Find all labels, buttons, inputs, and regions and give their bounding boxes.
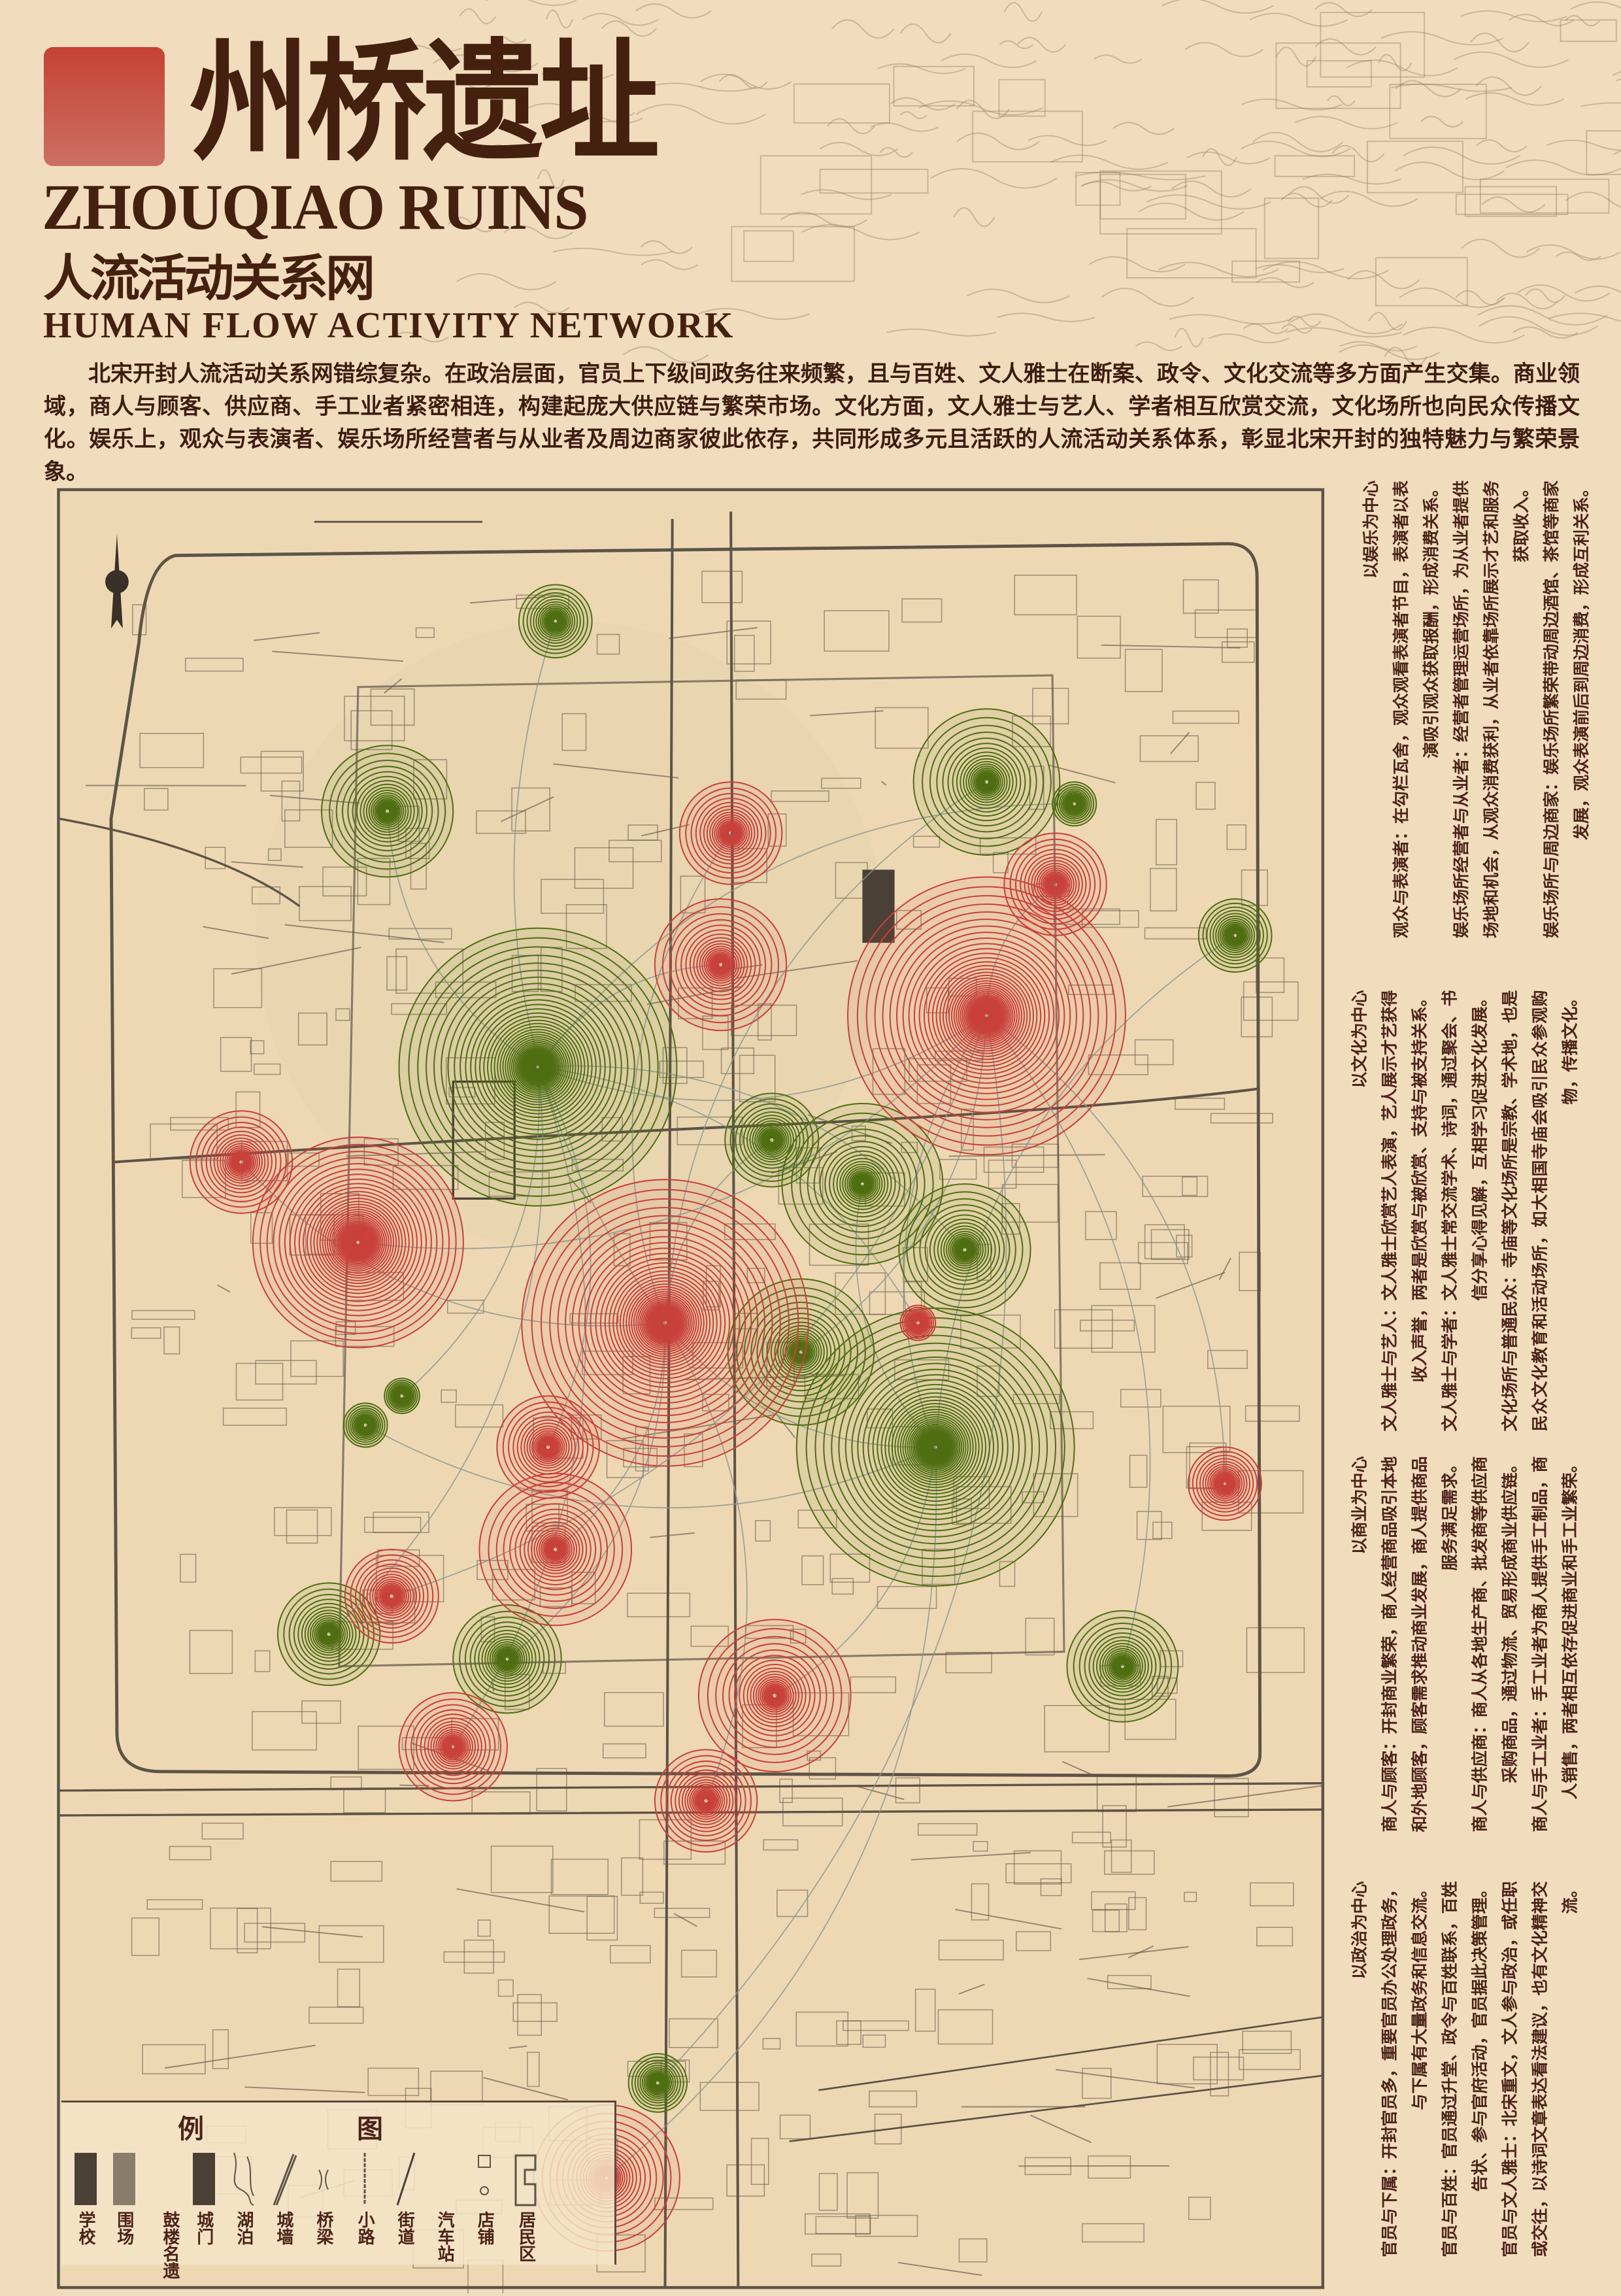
section-title: 以政治为中心 (1346, 1882, 1376, 2257)
section-paragraph: 商人与顾客：开封商业繁荣，商人经营商品吸引本地和外地顾客，顾客需求推动商业发展，… (1376, 1457, 1466, 1832)
section-paragraph: 观众与表演者：在勾栏瓦舍，观众观看表演者节目，表演者以表演吸引观众获取报酬，形成… (1387, 481, 1447, 938)
section-paragraph: 官员与下属：开封官员多，重要官员办公处理政务，与下属有大量政务和信息交流。 (1376, 1882, 1436, 2257)
legend-label: 鼓楼名遗 (160, 2211, 180, 2296)
section-paragraph: 文化场所与普通民众：寺庙等文化场所是宗教、学术地，也是民众文化教育和活动场所，如… (1496, 990, 1586, 1432)
legend-item: 小路 (348, 2150, 381, 2296)
city-wall-icon (267, 2150, 300, 2208)
legend-label: 湖泊 (234, 2211, 254, 2296)
legend-label: 店铺 (475, 2211, 494, 2296)
legend-item: 围场 (108, 2150, 141, 2296)
legend-item: 城门 (188, 2150, 220, 2296)
legend-item: 居民区 (509, 2150, 542, 2296)
section-paragraph: 娱乐场所经营者与从业者：经营者管理运营场所，为从业者提供场地和机会，从观众消费获… (1447, 481, 1537, 938)
legend-label: 学校 (76, 2211, 95, 2296)
section-politics: 以政治为中心 官员与下属：开封官员多，重要官员办公处理政务，与下属有大量政务和信… (1346, 1882, 1586, 2257)
legend-item: 湖泊 (227, 2150, 260, 2296)
legend-label: 城墙 (274, 2211, 293, 2296)
legend-label: 小路 (355, 2211, 375, 2296)
red-node-fill (655, 899, 786, 1030)
legend-item: 街道 (388, 2150, 421, 2296)
enclosure-block-icon (108, 2150, 141, 2208)
section-entertainment: 以娱乐为中心 观众与表演者：在勾栏瓦舍，观众观看表演者节目，表演者以表演吸引观众… (1357, 481, 1597, 938)
legend-label: 围场 (114, 2211, 134, 2296)
section-paragraph: 商人与手工业者：手工业者为商人提供手工制品，商人销售，两者相互依存促进商业和手工… (1526, 1457, 1586, 1832)
bridge-icon (307, 2150, 340, 2208)
section-paragraph: 官员与文人雅士：北宋重文，文人参与政治，或任职或交往，以诗词文章表达看法建议，也… (1496, 1882, 1586, 2257)
path-icon (348, 2150, 381, 2208)
legend-title-left: 例 (178, 2108, 204, 2146)
residential-icon (509, 2150, 542, 2208)
section-paragraph: 文人雅士与艺人：文人雅士欣赏艺人表演，艺人展示才艺获得收入声誉，两者是欣赏与被欣… (1376, 990, 1436, 1432)
legend-item: 店铺 (468, 2150, 501, 2296)
green-node-fill (914, 709, 1060, 855)
section-title: 以娱乐为中心 (1357, 481, 1387, 938)
green-node-fill (899, 1184, 1030, 1315)
green-node-fill (322, 745, 453, 877)
school-block-icon (69, 2150, 102, 2208)
section-culture: 以文化为中心 文人雅士与艺人：文人雅士欣赏艺人表演，艺人展示才艺获得收入声誉，两… (1346, 990, 1586, 1432)
legend-label: 居民区 (516, 2211, 535, 2296)
legend-item: 学校 (69, 2150, 102, 2296)
section-commerce: 以商业为中心 商人与顾客：开封商业繁荣，商人经营商品吸引本地和外地顾客，顾客需求… (1346, 1457, 1586, 1832)
section-title: 以商业为中心 (1346, 1457, 1376, 1832)
lake-icon (227, 2150, 260, 2208)
section-paragraph: 文人雅士与学者：文人雅士常交流学术、诗词，通过聚会、书信分享心得见解，互相学习促… (1436, 990, 1496, 1432)
legend-label: 街道 (395, 2211, 414, 2296)
legend-label: 桥梁 (314, 2211, 333, 2296)
section-paragraph: 娱乐场所与周边商家：娱乐场所繁荣带动周边酒馆、茶馆等商家发展，观众表演前后到周边… (1537, 481, 1597, 938)
shop-icon (468, 2150, 501, 2208)
legend-label: 城门 (194, 2211, 214, 2296)
section-paragraph: 商人与供应商：商人从各地生产商、批发商等供应商采购商品，通过物流、贸易形成商业供… (1466, 1457, 1526, 1832)
legend-item: 城墙 (267, 2150, 300, 2296)
red-node-fill (699, 1619, 851, 1772)
section-paragraph: 官员与百姓：官员通过升堂、政令与百姓联系，百姓告状、参与官府活动，官员据此决策管… (1436, 1882, 1496, 2257)
street-icon (388, 2150, 421, 2208)
legend-item: 鼓楼名遗 (154, 2150, 186, 2296)
legend-item: 桥梁 (307, 2150, 340, 2296)
section-title: 以文化为中心 (1346, 990, 1376, 1432)
drum-tower-icon (154, 2150, 186, 2208)
legend-label: 汽车站 (435, 2211, 454, 2296)
bus-station-icon (428, 2150, 461, 2208)
legend-title-right: 图 (357, 2108, 383, 2146)
map-legend: 例 图 学校围场鼓楼名遗城门湖泊城墙桥梁小路街道汽车站店铺居民区 (61, 2101, 616, 2265)
city-gate-icon (188, 2150, 220, 2208)
red-node-fill (479, 1474, 631, 1626)
legend-item: 汽车站 (428, 2150, 461, 2296)
